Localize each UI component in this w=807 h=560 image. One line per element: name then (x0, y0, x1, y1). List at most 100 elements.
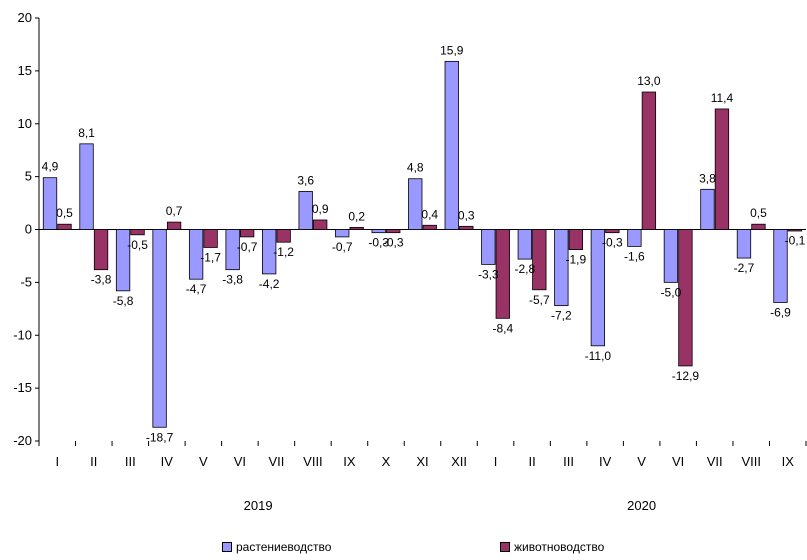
bar-livestock (203, 229, 218, 248)
x-tick-label: VI (234, 454, 246, 469)
bar-crop (590, 229, 606, 347)
x-tick-label: III (563, 454, 574, 469)
data-label-livestock: -0,3 (602, 236, 623, 250)
data-label-crop: -4,2 (259, 277, 280, 291)
bar-livestock (386, 229, 401, 234)
y-tick-label: 20 (18, 10, 32, 25)
data-label-livestock: -1,7 (200, 250, 221, 264)
data-label-livestock: -0,5 (127, 238, 148, 252)
data-label-livestock: 0,2 (348, 209, 365, 223)
data-label-livestock: 0,5 (56, 206, 73, 220)
x-tick-label: VII (707, 454, 723, 469)
data-label-crop: -3,8 (222, 273, 243, 287)
bar-crop (627, 229, 642, 247)
x-tick-label: IX (782, 454, 795, 469)
x-tick-label: XI (416, 454, 428, 469)
bar-crop (773, 229, 788, 303)
x-tick-label: X (382, 454, 391, 469)
bar-livestock (751, 223, 766, 230)
data-labels: 4,9 8,1 -5,8 -18,7 -4,7 -3,8 -4,2 3,6 -0,7 -0,3 4,… (42, 43, 806, 444)
bar-livestock (422, 224, 437, 230)
bar-crop (335, 229, 350, 238)
bar-livestock (239, 229, 255, 238)
data-label-crop: -0,3 (368, 236, 389, 250)
x-tick-label: VI (672, 454, 684, 469)
bar-livestock (678, 229, 693, 367)
y-tick-label: 0 (25, 222, 32, 237)
x-tick-label: IV (161, 454, 174, 469)
bar-livestock (495, 229, 510, 319)
bar-livestock (605, 229, 620, 234)
bar-livestock (787, 229, 803, 232)
bar-livestock (532, 229, 547, 291)
data-label-livestock: 0,4 (421, 207, 438, 221)
data-label-livestock: -1,2 (273, 245, 294, 259)
bar-crop (517, 229, 532, 260)
bar-livestock (313, 219, 328, 230)
bar-crop (115, 229, 131, 292)
legend-label-crop: растениеводство (236, 540, 332, 554)
year-group-label: 2019 (244, 498, 273, 513)
data-label-crop: -11,0 (585, 349, 612, 363)
data-label-crop: -0,7 (332, 240, 353, 254)
data-label-livestock: -0,1 (785, 234, 806, 248)
data-label-crop: -5,8 (113, 294, 134, 308)
y-tick-label: -20 (13, 433, 32, 448)
data-label-crop: 4,9 (42, 160, 59, 174)
data-label-livestock: 11,4 (711, 91, 734, 105)
data-label-livestock: -3,8 (91, 273, 112, 287)
bars (42, 60, 803, 428)
x-tick-label: VII (268, 454, 284, 469)
data-label-livestock: 0,7 (166, 204, 183, 218)
bar-crop (152, 229, 167, 428)
data-label-livestock: -5,7 (529, 293, 550, 307)
bar-crop (262, 229, 277, 275)
x-tick-label: XII (451, 454, 467, 469)
legend-label-livestock: животноводство (514, 540, 605, 554)
x-tick-label: VIII (741, 454, 761, 469)
legend-item-livestock: животноводство (500, 540, 604, 554)
bar-crop (444, 60, 459, 230)
data-label-crop: 4,8 (407, 161, 424, 175)
bar-crop (298, 191, 313, 230)
bar-livestock (276, 229, 291, 243)
data-label-crop: 15,9 (440, 43, 464, 57)
x-tick-label: V (199, 454, 208, 469)
data-label-crop: -2,8 (514, 262, 535, 276)
data-label-livestock: 0,3 (458, 208, 475, 222)
data-label-crop: -3,3 (478, 267, 499, 281)
bar-crop (700, 188, 715, 230)
bar-crop (79, 143, 94, 230)
x-tick-label: I (55, 454, 59, 469)
data-label-livestock: -0,7 (237, 240, 258, 254)
data-label-livestock: -12,9 (672, 369, 700, 383)
legend-item-crop: растениеводство (222, 540, 331, 554)
data-label-crop: -1,6 (624, 249, 645, 263)
data-label-crop: -2,7 (734, 261, 755, 275)
y-tick-label: -15 (13, 380, 32, 395)
bar-crop (554, 229, 569, 307)
y-tick-label: 15 (18, 63, 32, 78)
bar-crop (481, 229, 496, 265)
bar-livestock (568, 229, 583, 250)
data-label-livestock: -8,4 (492, 321, 513, 335)
bar-crop (42, 177, 58, 230)
legend: растениеводство животноводство (0, 540, 807, 558)
data-label-crop: 3,8 (699, 171, 716, 185)
data-label-crop: -5,0 (661, 285, 682, 299)
data-label-livestock: 0,5 (750, 206, 767, 220)
year-group-label: 2020 (627, 498, 656, 513)
x-tick-label: IX (343, 454, 356, 469)
x-tick-label: III (125, 454, 136, 469)
data-label-crop: -4,7 (186, 282, 207, 296)
x-tick-label: II (528, 454, 535, 469)
bar-livestock (93, 229, 109, 271)
data-label-crop: 8,1 (78, 126, 95, 140)
x-tick-label: I (494, 454, 498, 469)
bar-crop (663, 229, 679, 283)
bar-crop (408, 178, 423, 230)
bar-crop (225, 229, 240, 271)
bar-crop (371, 229, 386, 234)
